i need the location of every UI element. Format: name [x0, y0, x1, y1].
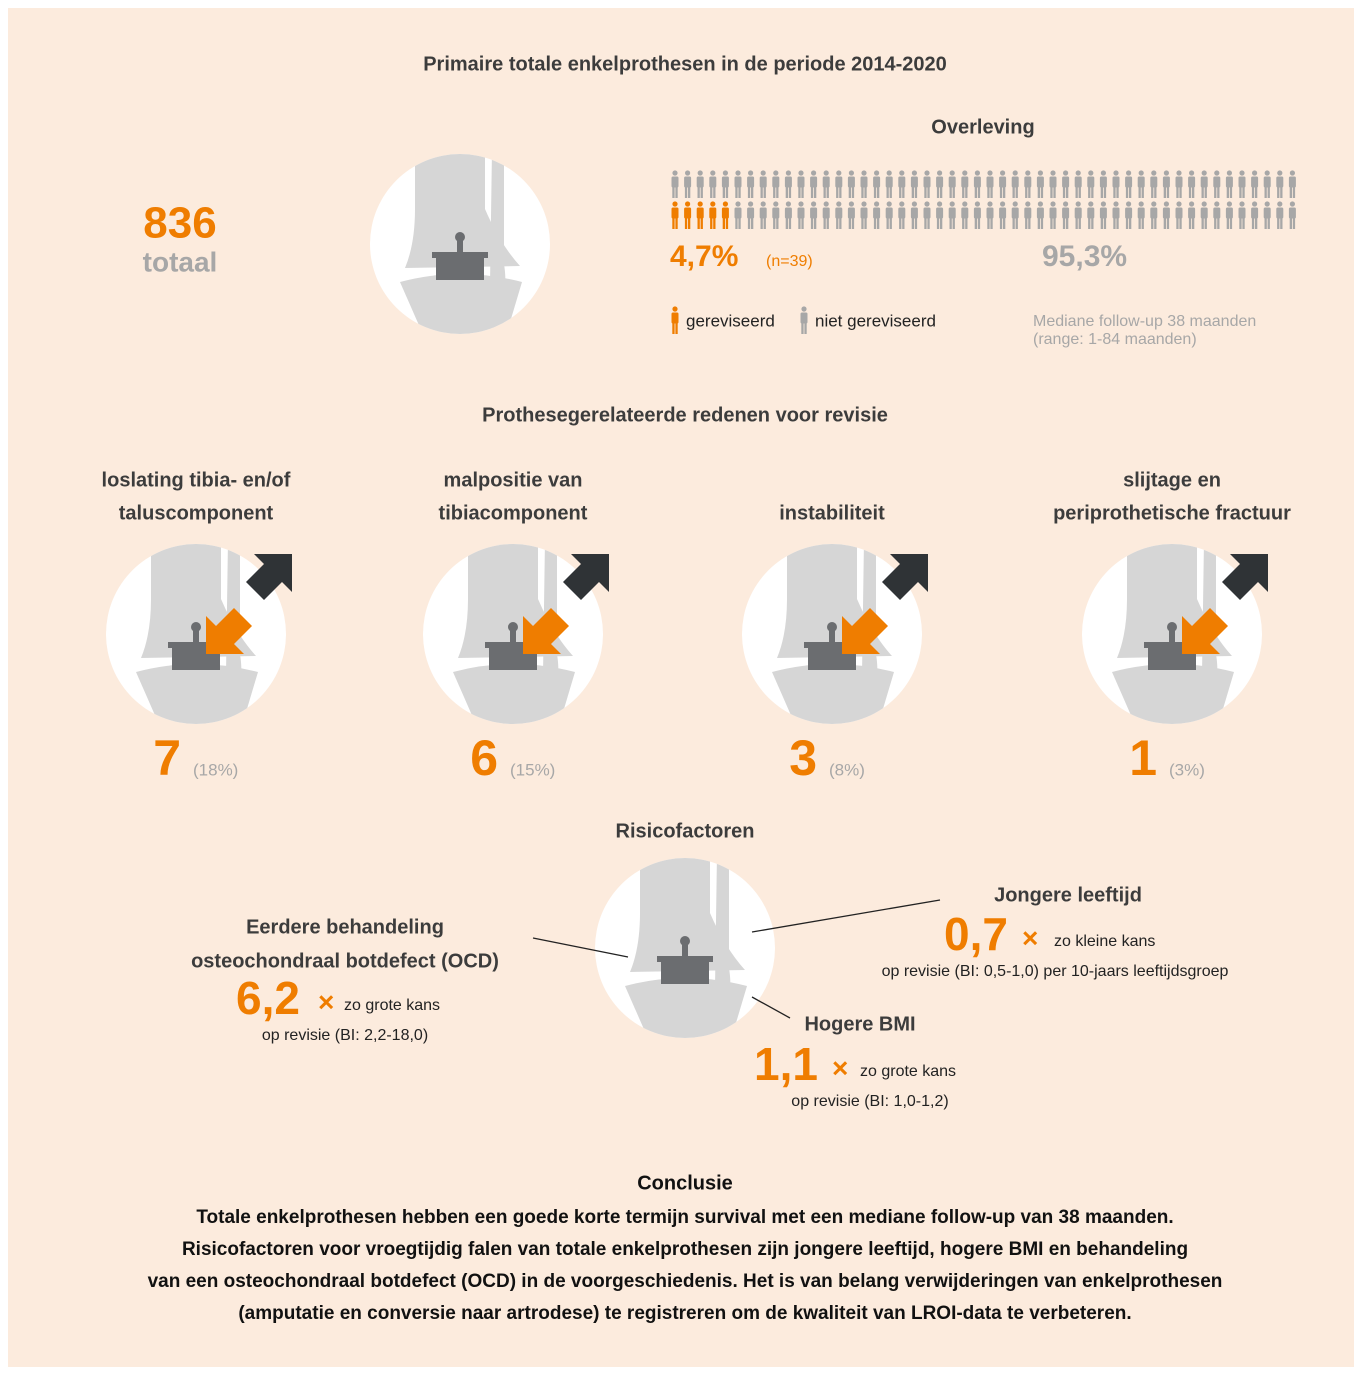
risks-title: Risicofactoren — [616, 820, 755, 842]
risk-label: Eerdere behandeling — [246, 916, 444, 938]
total-value: 836 — [143, 199, 216, 248]
risk-ci: op revisie (BI: 0,5-1,0) per 10-jaars le… — [882, 963, 1229, 980]
reason-label: instabiliteit — [779, 502, 885, 524]
risk-label: Hogere BMI — [804, 1013, 915, 1035]
conclusion-line: (amputatie en conversie naar artrodese) … — [238, 1303, 1131, 1324]
reason-label: taluscomponent — [119, 502, 274, 524]
reason-label: tibiacomponent — [439, 502, 588, 524]
reason-pct: (8%) — [829, 760, 865, 779]
risk-text: zo grote kans — [344, 997, 440, 1014]
reason-pct: (15%) — [510, 760, 555, 779]
revised-n: (n=39) — [766, 253, 813, 270]
conclusion-line: van een osteochondraal botdefect (OCD) i… — [148, 1271, 1223, 1292]
risk-text: zo grote kans — [860, 1063, 956, 1080]
risk-label: osteochondraal botdefect (OCD) — [191, 950, 499, 972]
conclusion-title: Conclusie — [637, 1172, 733, 1194]
risk-ci: op revisie (BI: 2,2-18,0) — [262, 1027, 428, 1044]
risk-sign: × — [318, 986, 334, 1017]
reason-label: loslating tibia- en/of — [102, 469, 291, 491]
title: Primaire totale enkelprothesen in de per… — [423, 53, 947, 75]
risk-sign: × — [1022, 922, 1038, 953]
reason-count: 3 — [789, 730, 817, 786]
risk-ci: op revisie (BI: 1,0-1,2) — [791, 1093, 948, 1110]
risk-factor: 0,7 — [944, 908, 1008, 960]
risk-factor: 1,1 — [754, 1038, 818, 1090]
revised-pct: 4,7% — [670, 240, 738, 273]
total-label: totaal — [143, 246, 218, 277]
survival-title: Overleving — [931, 116, 1034, 138]
risk-label: Jongere leeftijd — [994, 884, 1142, 906]
reason-pct: (18%) — [193, 760, 238, 779]
risk-factor: 6,2 — [236, 972, 300, 1024]
reason-label: malpositie van — [444, 469, 583, 491]
follow-up: (range: 1-84 maanden) — [1033, 331, 1197, 348]
reasons-title: Prothesegerelateerde redenen voor revisi… — [482, 404, 888, 426]
legend-label: niet gereviseerd — [815, 311, 936, 330]
reason-count: 1 — [1129, 730, 1157, 786]
infographic: Primaire totale enkelprothesen in de per… — [0, 0, 1362, 1375]
risk-text: zo kleine kans — [1054, 933, 1155, 950]
reason-label: slijtage en — [1123, 469, 1221, 491]
reason-pct: (3%) — [1169, 760, 1205, 779]
conclusion-line: Risicofactoren voor vroegtijdig falen va… — [182, 1239, 1188, 1260]
legend-label: gereviseerd — [686, 311, 775, 330]
reason-count: 6 — [470, 730, 498, 786]
risk-sign: × — [832, 1052, 848, 1083]
not-revised-pct: 95,3% — [1042, 240, 1127, 273]
follow-up: Mediane follow-up 38 maanden — [1033, 313, 1256, 330]
reason-label: periprothetische fractuur — [1053, 502, 1291, 524]
reason-count: 7 — [153, 730, 181, 786]
conclusion-line: Totale enkelprothesen hebben een goede k… — [196, 1207, 1173, 1228]
